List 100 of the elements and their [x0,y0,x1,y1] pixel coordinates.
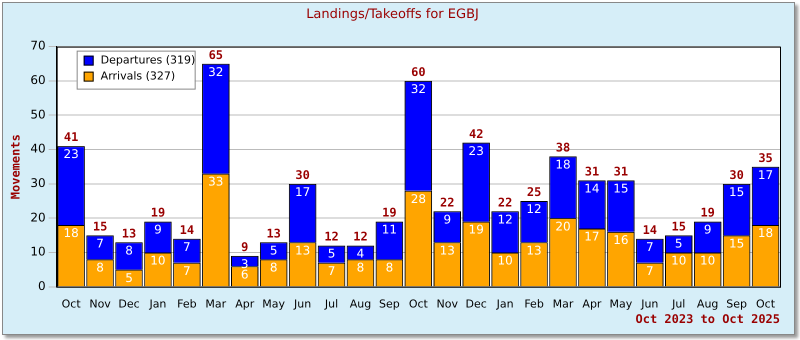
x-tick-label: Apr [235,297,255,310]
data-label: 15 [728,184,744,199]
data-label: 17 [758,168,774,182]
x-tick-label: Feb [524,297,544,310]
x-tick-label: Mar [205,297,227,310]
legend-label: Departures (319) [100,53,196,66]
data-label: 9 [704,222,712,237]
data-label: 5 [270,243,278,258]
total-label: 19 [150,206,166,220]
data-label: 8 [125,243,133,258]
data-label: 10 [700,254,716,268]
y-tick-label: 40 [30,142,46,156]
data-label: 7 [646,240,654,254]
data-label: 5 [125,270,133,285]
data-label: 19 [468,222,484,237]
data-label: 18 [758,226,774,240]
y-tick-label: 10 [30,244,46,259]
total-label: 65 [208,48,224,62]
x-tick-label: Aug [350,297,372,310]
x-tick-label: Oct [408,297,429,310]
y-tick-label: 0 [38,278,46,293]
x-tick-label: May [609,297,633,310]
total-label: 12 [353,230,368,244]
x-tick-label: Oct [756,297,776,310]
x-tick-label: Jun [293,297,312,310]
y-tick-label: 70 [30,38,46,53]
x-tick-label: Aug [696,297,718,310]
x-tick-label: Sep [726,297,747,310]
data-label: 7 [183,240,191,254]
data-label: 8 [270,260,278,274]
total-label: 19 [382,206,397,220]
data-label: 13 [526,243,542,258]
data-label: 9 [154,222,162,237]
data-label: 13 [294,243,310,258]
y-tick-label: 30 [30,176,46,190]
total-label: 25 [526,185,542,200]
data-label: 8 [96,260,104,274]
data-label: 6 [240,267,249,282]
data-label: 15 [728,236,744,250]
y-tick-label: 20 [30,210,46,224]
data-label: 7 [328,264,336,278]
data-label: 33 [208,174,224,189]
data-label: 13 [440,243,455,258]
y-axis-title: Movements [8,134,22,200]
total-label: 22 [440,195,454,210]
data-label: 12 [526,202,542,216]
x-tick-label: Sep [379,297,400,310]
y-tick-label: 60 [30,73,46,88]
chart-title: Landings/Takeoffs for EGBJ [306,7,479,22]
x-tick-label: Oct [62,297,82,310]
data-label: 12 [497,212,513,226]
total-label: 38 [556,140,570,155]
data-label: 11 [382,222,398,237]
total-label: 35 [758,150,773,165]
data-label: 10 [497,254,513,268]
data-label: 32 [208,64,224,79]
x-tick-label: Apr [582,297,602,310]
total-label: 41 [64,130,78,144]
data-label: 28 [410,192,426,206]
x-tick-label: Jul [324,297,338,310]
total-label: 15 [672,219,686,234]
total-label: 30 [295,168,310,182]
data-label: 23 [468,144,484,158]
total-label: 19 [700,206,715,220]
data-label: 10 [150,254,166,268]
data-label: 5 [674,236,683,250]
y-tick-label: 50 [30,107,46,122]
data-label: 17 [294,184,310,199]
data-label: 7 [646,264,654,278]
data-label: 9 [443,212,452,226]
total-label: 31 [584,164,600,179]
data-label: 8 [356,260,364,274]
total-label: 31 [614,164,628,179]
data-label: 10 [671,254,686,268]
data-label: 16 [613,233,629,248]
x-tick-label: Nov [436,297,458,310]
x-tick-label: Dec [118,297,140,310]
total-label: 42 [468,126,484,141]
total-label: 12 [324,230,339,244]
x-tick-label: Jul [671,297,686,310]
data-label: 15 [613,182,629,196]
x-tick-label: Jan [496,297,514,310]
x-tick-label: Jun [640,297,658,310]
data-label: 18 [63,226,79,240]
x-tick-label: Nov [89,297,112,310]
total-label: 14 [642,222,658,237]
total-label: 15 [92,219,108,234]
text: Oct 2023 to Oct 2025 [636,312,780,326]
data-label: 8 [386,260,394,274]
data-label: 17 [584,230,600,244]
data-label: 5 [328,246,336,261]
total-label: 9 [241,240,248,254]
data-label: 14 [584,182,600,196]
total-label: 22 [498,195,512,210]
x-tick-label: Jan [148,297,166,310]
total-label: 30 [729,168,744,182]
x-tick-label: Feb [177,297,197,310]
x-tick-label: May [262,297,286,310]
x-tick-label: Mar [552,297,574,310]
data-label: 23 [63,147,79,162]
